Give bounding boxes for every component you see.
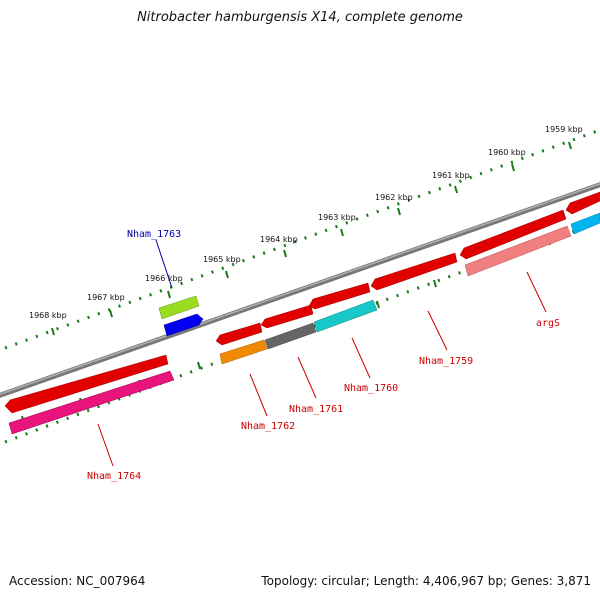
kbp-label: 1966 kbp (145, 274, 183, 283)
gene-label-nham-1761[interactable]: Nham_1761 (289, 404, 343, 415)
gene-nham-1763[interactable] (158, 295, 200, 320)
secondary-genes (8, 212, 600, 435)
gene-label-nham-1760[interactable]: Nham_1760 (344, 383, 398, 394)
gene-arrow[interactable] (565, 191, 600, 215)
kbp-label: 1960 kbp (488, 148, 526, 157)
upper-major-ticks (51, 141, 572, 336)
kbp-label: 1962 kbp (375, 193, 413, 202)
gene-arrow[interactable] (260, 304, 314, 329)
lower-tick-ruler (4, 220, 600, 444)
gene-label-nham-1762[interactable]: Nham_1762 (241, 421, 295, 432)
gene-blue-small[interactable] (163, 313, 204, 337)
gene-arrow[interactable] (370, 252, 458, 291)
gene-nham-1764[interactable] (8, 370, 175, 435)
kbp-label: 1965 kbp (203, 255, 241, 264)
kbp-label: 1968 kbp (29, 311, 67, 320)
kbp-label: 1963 kbp (318, 213, 356, 222)
map-title: Nitrobacter hamburgensis X14, complete g… (137, 10, 463, 25)
kbp-label: 1961 kbp (432, 171, 470, 180)
kbp-label: 1964 kbp (260, 235, 298, 244)
gene-nham-1760[interactable] (313, 299, 378, 333)
gene-nham-1761[interactable] (264, 322, 317, 350)
genome-stats-text: Topology: circular; Length: 4,406,967 bp… (261, 574, 591, 588)
gene-arrow[interactable] (308, 282, 371, 310)
kbp-label: 1959 kbp (545, 125, 583, 134)
gene-arrow[interactable] (215, 322, 263, 346)
gene-label-argS[interactable]: argS (536, 318, 560, 329)
genome-backbone-highlight (0, 182, 600, 396)
gene-label-nham-1764[interactable]: Nham_1764 (87, 471, 141, 482)
accession-text: Accession: NC_007964 (9, 574, 146, 588)
label-leaders (97, 239, 547, 467)
gene-label-nham-1759[interactable]: Nham_1759 (419, 356, 473, 367)
forward-strand-genes (4, 191, 600, 414)
gene-cyan-edge[interactable] (570, 212, 600, 235)
gene-label-nham-1763[interactable]: Nham_1763 (127, 229, 181, 240)
gene-argS[interactable] (464, 225, 572, 277)
gene-arrow[interactable] (4, 354, 169, 414)
kbp-label: 1967 kbp (87, 293, 125, 302)
gene-arrow[interactable] (459, 209, 567, 260)
upper-tick-ruler (4, 128, 600, 350)
genome-backbone (0, 182, 600, 398)
gene-nham-1762[interactable] (219, 339, 268, 365)
